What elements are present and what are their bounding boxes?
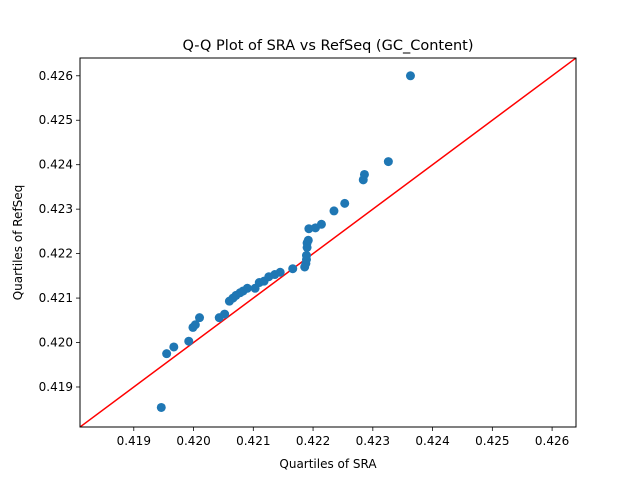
- data-point: [303, 235, 313, 245]
- x-axis-ticks: 0.419 0.420 0.421 0.422 0.423 0.424 0.425 0.426: [117, 427, 569, 448]
- data-point: [316, 219, 326, 229]
- x-tick-label: 0.422: [296, 434, 330, 448]
- data-point: [405, 71, 415, 81]
- y-axis-ticks: 0.419 0.420 0.421 0.422 0.423 0.424 0.425 0.426: [39, 69, 80, 394]
- data-point: [301, 250, 311, 260]
- x-tick-label: 0.423: [356, 434, 390, 448]
- y-tick-label: 0.425: [39, 113, 73, 127]
- data-point: [288, 264, 298, 274]
- data-point: [220, 309, 230, 319]
- plot-frame: [79, 57, 577, 428]
- x-tick-label: 0.425: [475, 434, 509, 448]
- data-point: [383, 157, 393, 167]
- x-tick-label: 0.419: [117, 434, 151, 448]
- data-point: [275, 267, 285, 277]
- data-points-layer: [156, 71, 415, 412]
- chart-title: Q-Q Plot of SRA vs RefSeq (GC_Content): [182, 38, 473, 54]
- data-point: [329, 206, 339, 216]
- data-point: [184, 336, 194, 346]
- data-point: [242, 283, 252, 293]
- y-tick-label: 0.424: [39, 158, 73, 172]
- y-axis-title: Quartiles of RefSeq: [11, 185, 25, 301]
- x-tick-label: 0.426: [535, 434, 569, 448]
- x-tick-label: 0.420: [176, 434, 210, 448]
- data-point: [156, 402, 166, 412]
- data-point: [304, 224, 314, 234]
- data-point: [340, 198, 350, 208]
- data-point: [359, 169, 369, 179]
- x-tick-label: 0.424: [415, 434, 449, 448]
- x-axis-title: Quartiles of SRA: [279, 457, 377, 471]
- x-tick-label: 0.421: [236, 434, 270, 448]
- y-tick-label: 0.426: [39, 69, 73, 83]
- data-point: [162, 349, 172, 359]
- data-point: [190, 320, 200, 330]
- data-point: [195, 313, 205, 323]
- reference-line: [80, 58, 576, 427]
- y-tick-label: 0.420: [39, 336, 73, 350]
- y-tick-label: 0.423: [39, 202, 73, 216]
- reference-line-layer: [80, 58, 576, 427]
- y-tick-label: 0.419: [39, 380, 73, 394]
- y-tick-label: 0.421: [39, 291, 73, 305]
- y-tick-label: 0.422: [39, 247, 73, 261]
- data-point: [169, 342, 179, 352]
